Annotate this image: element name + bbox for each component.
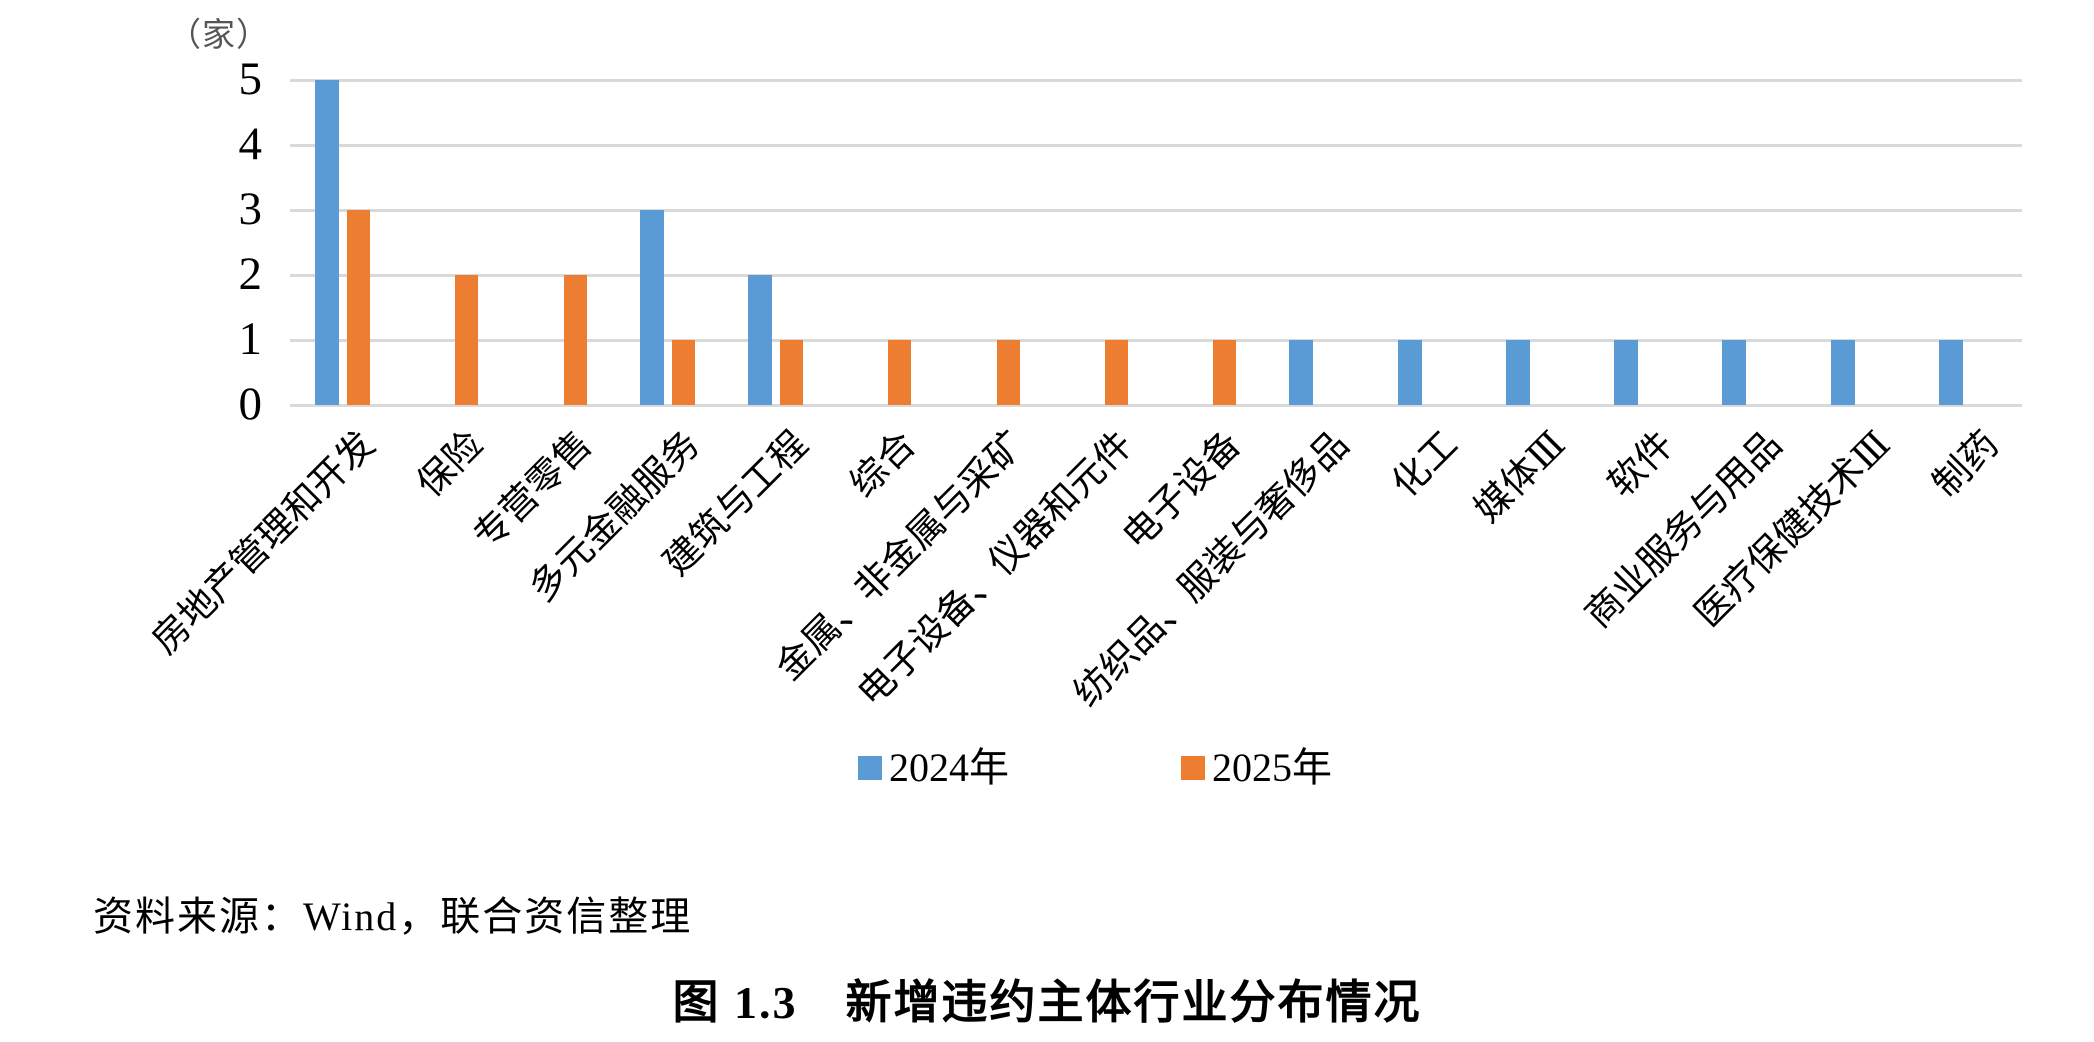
gridline — [290, 339, 2022, 342]
bar-2024年-多元金融服务 — [639, 210, 664, 405]
bar-2025年-多元金融服务 — [671, 340, 695, 405]
source-note: 资料来源：Wind，联合资信整理 — [93, 894, 693, 939]
x-axis-label: 媒体Ⅲ — [1467, 424, 1574, 531]
legend-label: 2024年 — [889, 745, 1009, 790]
gridline — [290, 144, 2022, 147]
y-tick-label: 0 — [238, 378, 263, 430]
bar-2024年-纺织品、服装与奢侈品 — [1289, 340, 1314, 405]
bar-2024年-商业服务与用品 — [1722, 340, 1747, 405]
legend-swatch-icon — [858, 756, 882, 780]
y-axis-unit-label: （家） — [168, 18, 270, 54]
gridline — [290, 404, 2022, 407]
x-axis-label: 保险 — [409, 424, 492, 506]
bar-2025年-综合 — [888, 340, 912, 405]
bar-2025年-电子设备、仪器和元件 — [1104, 340, 1128, 405]
x-axis-label: 房地产管理和开发 — [144, 424, 383, 663]
y-tick-label: 1 — [238, 313, 263, 365]
y-tick-label: 2 — [238, 248, 263, 300]
x-axis-label: 软件 — [1600, 424, 1682, 506]
x-axis-label: 商业服务与用品 — [1578, 424, 1791, 637]
y-tick-label: 3 — [238, 183, 263, 235]
bar-2025年-专营零售 — [563, 275, 587, 405]
gridline — [290, 209, 2022, 212]
x-axis-label: 制药 — [1925, 424, 2007, 506]
bar-2024年-房地产管理和开发 — [315, 80, 339, 405]
y-tick-label: 5 — [238, 53, 263, 105]
x-axis-label: 综合 — [842, 424, 925, 506]
bar-2024年-媒体Ⅲ — [1505, 340, 1530, 405]
bar-2024年-医疗保健技术Ⅲ — [1830, 340, 1855, 405]
chart-legend: 2024年 2025年 — [858, 748, 1332, 788]
bar-2025年-房地产管理和开发 — [347, 210, 370, 405]
bar-2024年-制药 — [1938, 340, 1963, 405]
bar-2025年-金属、非金属与采矿 — [996, 340, 1020, 405]
bar-2025年-建筑与工程 — [780, 340, 803, 405]
bar-2025年-保险 — [455, 275, 479, 405]
gridline — [290, 79, 2022, 82]
bar-2024年-建筑与工程 — [748, 275, 772, 405]
legend-item-2024年: 2024年 — [858, 748, 1009, 788]
bar-2024年-化工 — [1397, 340, 1422, 405]
figure-caption: 图 1.3 新增违约主体行业分布情况 — [672, 977, 1422, 1028]
bar-2024年-软件 — [1614, 340, 1638, 405]
gridline — [290, 274, 2022, 277]
y-tick-label: 4 — [238, 118, 263, 170]
x-axis-label: 化工 — [1384, 424, 1466, 506]
x-axis-label: 医疗保健技术Ⅲ — [1687, 424, 1899, 636]
bar-2025年-电子设备 — [1213, 340, 1236, 405]
legend-swatch-icon — [1181, 756, 1205, 780]
legend-item-2025年: 2025年 — [1181, 748, 1332, 788]
legend-label: 2025年 — [1212, 745, 1332, 790]
